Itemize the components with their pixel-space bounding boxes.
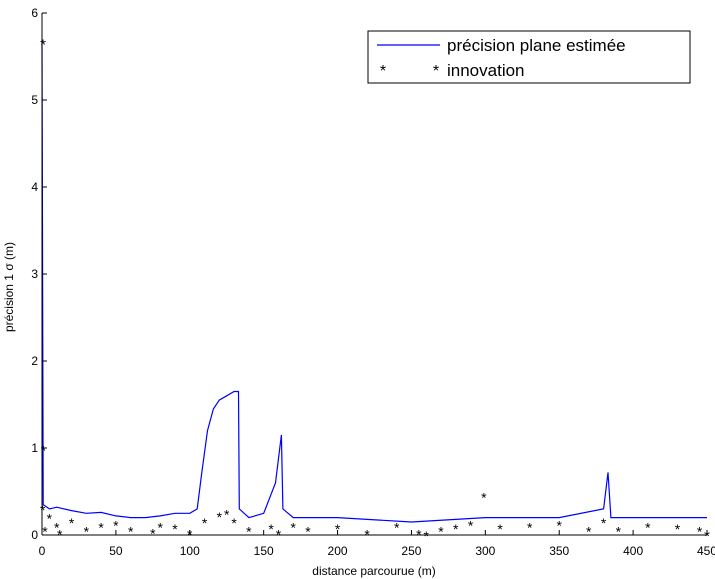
y-tick-label: 0 bbox=[31, 528, 38, 542]
innovation-marker: * bbox=[453, 521, 459, 537]
x-tick-label: 50 bbox=[109, 544, 123, 558]
innovation-marker: * bbox=[47, 511, 53, 527]
legend-marker-swatch-left: * bbox=[380, 63, 386, 80]
y-tick-label: 2 bbox=[31, 354, 38, 368]
innovation-marker: * bbox=[57, 526, 63, 542]
x-axis-label: distance parcourue (m) bbox=[312, 564, 435, 578]
innovation-marker: * bbox=[98, 519, 104, 535]
innovation-marker: * bbox=[172, 521, 178, 537]
innovation-marker: * bbox=[224, 506, 230, 522]
innovation-marker: * bbox=[113, 518, 119, 534]
x-tick-label: 300 bbox=[475, 544, 495, 558]
innovation-marker: * bbox=[438, 524, 444, 540]
innovation-marker: * bbox=[150, 525, 156, 541]
innovation-marker: * bbox=[481, 490, 487, 506]
innovation-marker: * bbox=[364, 526, 370, 542]
innovation-marker: * bbox=[645, 519, 651, 535]
innovation-marker: * bbox=[601, 515, 607, 531]
innovation-marker: * bbox=[556, 518, 562, 534]
innovation-marker: * bbox=[305, 524, 311, 540]
legend-box bbox=[367, 30, 691, 84]
innovation-marker: * bbox=[268, 521, 274, 537]
innovation-marker: * bbox=[128, 524, 134, 540]
legend: précision plane estimée * * innovation bbox=[367, 30, 691, 84]
start-point-marker: * bbox=[40, 36, 46, 53]
y-tick-label: 1 bbox=[31, 441, 38, 455]
innovation-marker: * bbox=[697, 524, 703, 540]
innovation-marker: * bbox=[423, 528, 429, 544]
innovation-marker: * bbox=[497, 521, 503, 537]
x-tick-label: 350 bbox=[549, 544, 569, 558]
innovation-marker: * bbox=[675, 521, 681, 537]
innovation-marker: * bbox=[231, 515, 237, 531]
innovation-marker: * bbox=[527, 519, 533, 535]
end-point-marker: * bbox=[704, 528, 710, 545]
innovation-marker: * bbox=[42, 524, 48, 540]
x-tick-label: 250 bbox=[401, 544, 421, 558]
x-tick-label: 150 bbox=[254, 544, 274, 558]
innovation-marker: * bbox=[616, 524, 622, 540]
innovation-marker: * bbox=[69, 515, 75, 531]
innovation-marker: * bbox=[416, 526, 422, 542]
y-axis-label: précision 1 σ (m) bbox=[2, 242, 16, 332]
x-tick-label: 400 bbox=[623, 544, 643, 558]
innovation-marker: * bbox=[335, 521, 341, 537]
innovation-marker: * bbox=[54, 519, 60, 535]
innovation-marker: * bbox=[290, 519, 296, 535]
innovation-marker: * bbox=[41, 443, 47, 459]
x-tick-label: 100 bbox=[180, 544, 200, 558]
innovation-marker: * bbox=[40, 502, 46, 518]
legend-label-precision: précision plane estimée bbox=[447, 36, 626, 55]
innovation-marker: * bbox=[246, 524, 252, 540]
series-line-precision bbox=[41, 43, 707, 523]
x-tick-label: 450 bbox=[697, 544, 715, 558]
plot-area: ******** * * * * * * * * *** * * * * * * * * * * * *** * * *** * *… bbox=[40, 36, 710, 545]
ticks: 0 50 100 150 200 250 300 350 400 450 0 1 2 3 4 5 6 bbox=[31, 6, 715, 558]
innovation-marker: * bbox=[276, 526, 282, 542]
innovation-marker: * bbox=[202, 515, 208, 531]
y-tick-label: 3 bbox=[31, 267, 38, 281]
x-tick-label: 200 bbox=[328, 544, 348, 558]
innovation-marker: * bbox=[468, 518, 474, 534]
innovation-marker: * bbox=[84, 524, 90, 540]
innovation-marker: * bbox=[157, 519, 163, 535]
innovation-marker: * bbox=[394, 519, 400, 535]
legend-marker-swatch-right: * bbox=[433, 63, 439, 80]
y-tick-label: 4 bbox=[31, 180, 38, 194]
legend-label-innovation: innovation bbox=[447, 61, 525, 80]
innovation-marker: * bbox=[586, 524, 592, 540]
x-tick-label: 0 bbox=[39, 544, 46, 558]
y-tick-label: 6 bbox=[31, 6, 38, 20]
innovation-marker: * bbox=[217, 509, 223, 525]
y-tick-label: 5 bbox=[31, 93, 38, 107]
